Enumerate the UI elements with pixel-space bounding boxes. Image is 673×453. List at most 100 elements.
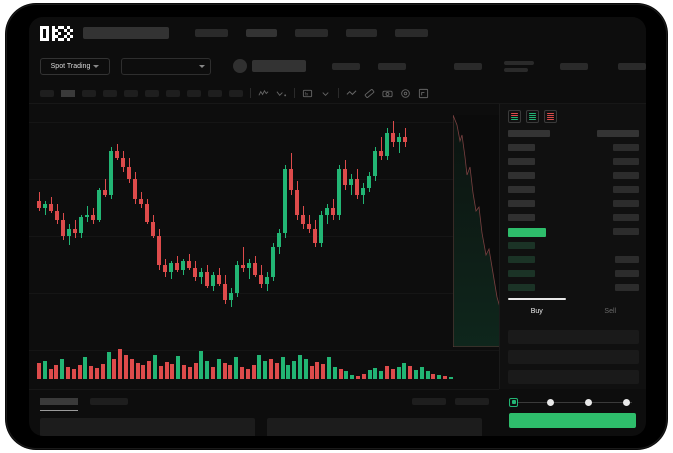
bottom-orders-section [29, 389, 499, 436]
volume-bar [419, 367, 424, 379]
volume-bar [286, 365, 291, 379]
nav-item-2[interactable] [246, 29, 277, 37]
timeframe-10[interactable] [229, 89, 243, 97]
order-form-field-2[interactable] [508, 350, 639, 364]
chevron-down-icon [199, 64, 205, 68]
depth-chart-overlay [453, 115, 505, 347]
volume-bar [205, 361, 210, 379]
volume-bar [402, 363, 407, 379]
okx-logo-icon[interactable] [40, 25, 73, 41]
volume-bar [71, 369, 76, 379]
nav-item-1[interactable] [195, 29, 228, 37]
camera-icon[interactable] [382, 88, 393, 99]
nav-item-5[interactable] [395, 29, 428, 37]
bottom-action-1[interactable] [412, 398, 446, 405]
volume-bar [240, 367, 244, 379]
buy-submit-button[interactable] [509, 413, 636, 428]
volume-bar [321, 364, 326, 379]
stepper-track [513, 401, 632, 403]
orderbook-row-ask[interactable] [508, 130, 550, 137]
spot-trading-select[interactable]: Spot Trading [40, 57, 110, 75]
volume-bar [164, 362, 169, 379]
price-chart[interactable] [29, 104, 499, 389]
fullscreen-icon[interactable] [418, 88, 429, 99]
volume-bar [66, 367, 70, 379]
timeframe-9[interactable] [208, 89, 222, 97]
order-form [508, 330, 639, 390]
indicator-icon[interactable] [258, 88, 269, 99]
timeframe-4[interactable] [103, 89, 117, 97]
orderbook-row-ask[interactable] [508, 200, 535, 207]
stepper-node-2[interactable] [547, 398, 554, 406]
bottom-action-2[interactable] [455, 398, 489, 405]
stepper-node-1[interactable] [509, 397, 518, 407]
ruler-icon[interactable] [364, 88, 375, 99]
tab-sell[interactable]: Sell [574, 298, 647, 324]
volume-bar [292, 361, 297, 379]
orderbook-spread-row[interactable] [508, 228, 546, 237]
timeframe-2[interactable] [61, 89, 75, 97]
orderbook-asks-icon[interactable] [544, 110, 557, 123]
orderbook-row-ask[interactable] [508, 186, 535, 193]
chart-toolbar: fx [29, 83, 646, 104]
orderbook-row-ask[interactable] [508, 172, 535, 179]
stepper-node-4[interactable] [623, 398, 630, 406]
candlestick-series [37, 114, 457, 314]
orderbook-row-ask[interactable] [508, 158, 535, 165]
orderbook-bids-icon[interactable] [526, 110, 539, 123]
timeframe-7[interactable] [166, 89, 180, 97]
stat-stack-row-1 [504, 60, 534, 65]
volume-bar [280, 357, 285, 379]
volume-bar [199, 351, 204, 379]
spot-trading-label: Spot Trading [50, 62, 91, 70]
volume-bar [367, 370, 372, 379]
nav-item-3[interactable] [295, 29, 328, 37]
bottom-panel-2[interactable] [267, 418, 482, 436]
volume-bar [303, 359, 308, 379]
timeframe-6[interactable] [145, 89, 159, 97]
volume-bar [350, 375, 355, 379]
volume-bar [298, 355, 302, 379]
chart-type-icon[interactable] [346, 88, 357, 99]
volume-bar [95, 368, 99, 379]
bottom-tab-2[interactable] [90, 398, 128, 405]
bottom-panel-1[interactable] [40, 418, 255, 436]
template-icon[interactable]: fx [302, 88, 313, 99]
chevron-down-icon[interactable] [320, 88, 331, 99]
timeframe-5[interactable] [124, 89, 138, 97]
orderbook-row-bid[interactable] [508, 256, 535, 263]
order-form-field-1[interactable] [508, 330, 639, 344]
orderbook-row-bid[interactable] [508, 270, 535, 277]
volume-bar [100, 364, 105, 379]
search-input[interactable] [83, 27, 169, 39]
volume-bar [228, 365, 233, 379]
timeframe-3[interactable] [82, 89, 96, 97]
orderbook-view-toggles [500, 104, 646, 123]
timeframe-8[interactable] [187, 89, 201, 97]
gridline [29, 293, 499, 294]
tab-buy[interactable]: Buy [500, 298, 574, 324]
volume-bar [147, 361, 152, 379]
volume-bar [216, 359, 221, 379]
bottom-tab-1[interactable] [40, 398, 78, 411]
volume-bar [338, 369, 343, 379]
tab-sell-label: Sell [604, 307, 617, 315]
order-form-field-3[interactable] [508, 370, 639, 384]
nav-item-4[interactable] [346, 29, 377, 37]
chart-gridlines [29, 104, 499, 389]
volume-bar [390, 369, 395, 379]
compare-icon[interactable] [276, 88, 287, 99]
orderbook-both-icon[interactable] [508, 110, 521, 123]
trading-pair-select[interactable] [121, 57, 211, 75]
orderbook-row-bid[interactable] [508, 242, 535, 249]
amount-stepper[interactable] [509, 397, 636, 407]
volume-bar [187, 367, 192, 379]
settings-icon[interactable] [400, 88, 411, 99]
timeframe-1[interactable] [40, 89, 54, 97]
orderbook-row-ask[interactable] [508, 144, 535, 151]
orderbook-row-ask[interactable] [508, 214, 535, 221]
stat-stack-row-2 [504, 67, 528, 72]
stepper-node-3[interactable] [585, 398, 592, 406]
bottom-tabs [40, 398, 128, 411]
orderbook-row-bid[interactable] [508, 284, 535, 291]
